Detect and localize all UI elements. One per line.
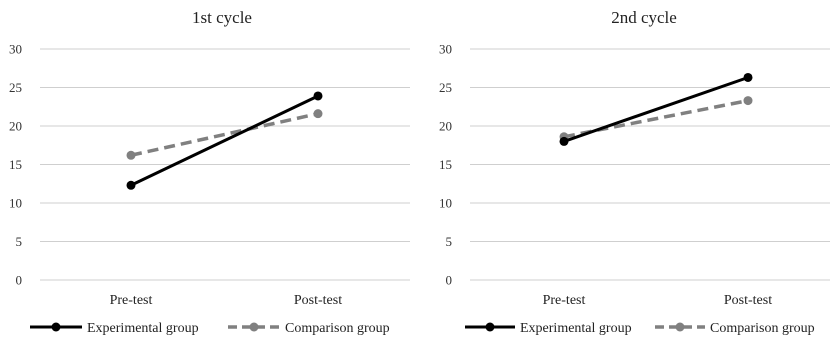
- data-point-comparison: [313, 109, 323, 119]
- legend-label: Comparison group: [285, 321, 390, 336]
- y-tick-label: 0: [16, 273, 23, 288]
- chart-title: 2nd cycle: [611, 8, 677, 27]
- legend-swatch-marker: [51, 322, 61, 332]
- data-point-experimental: [126, 180, 136, 190]
- legend: Experimental group Comparison group: [465, 321, 815, 336]
- series-line-comparison: [563, 98, 749, 139]
- y-tick-label: 10: [439, 196, 452, 211]
- data-point-experimental: [559, 136, 569, 146]
- y-tick-label: 20: [9, 119, 22, 134]
- y-tick-label: 25: [439, 80, 452, 95]
- legend-swatch-marker: [485, 322, 495, 332]
- y-tick-label: 25: [9, 80, 22, 95]
- y-tick-label: 15: [9, 157, 22, 172]
- y-tick-label: 5: [16, 234, 23, 249]
- legend-swatch-marker: [249, 322, 259, 332]
- series-line-experimental: [563, 76, 749, 143]
- y-tick-label: 10: [9, 196, 22, 211]
- chart-2: 2nd cycle 0 5 10 15 20 25 30 Pre-test Post-test Ex…: [439, 8, 830, 336]
- y-tick-label: 0: [446, 273, 453, 288]
- series-line-experimental: [130, 94, 319, 187]
- data-point-comparison: [743, 96, 753, 106]
- y-tick-label: 30: [439, 42, 452, 57]
- x-category-label: Post-test: [724, 293, 772, 308]
- x-category-label: Pre-test: [543, 293, 586, 308]
- legend: Experimental group Comparison group: [30, 321, 390, 336]
- y-tick-label: 15: [439, 157, 452, 172]
- data-point-comparison: [126, 150, 136, 160]
- data-point-experimental: [743, 72, 753, 82]
- legend-label: Experimental group: [520, 321, 632, 336]
- y-tick-label: 30: [9, 42, 22, 57]
- series-line-comparison: [130, 111, 319, 157]
- y-tick-label: 20: [439, 119, 452, 134]
- x-category-label: Pre-test: [110, 293, 153, 308]
- legend-label: Experimental group: [87, 321, 199, 336]
- legend-label: Comparison group: [710, 321, 815, 336]
- y-tick-label: 5: [446, 234, 453, 249]
- chart-1: 1st cycle 0 5 10 15 20 25 30 Pre-test Post-test Ex…: [9, 8, 410, 336]
- chart-title: 1st cycle: [192, 8, 252, 27]
- x-category-label: Post-test: [294, 293, 342, 308]
- legend-swatch-marker: [675, 322, 685, 332]
- data-point-experimental: [313, 91, 323, 101]
